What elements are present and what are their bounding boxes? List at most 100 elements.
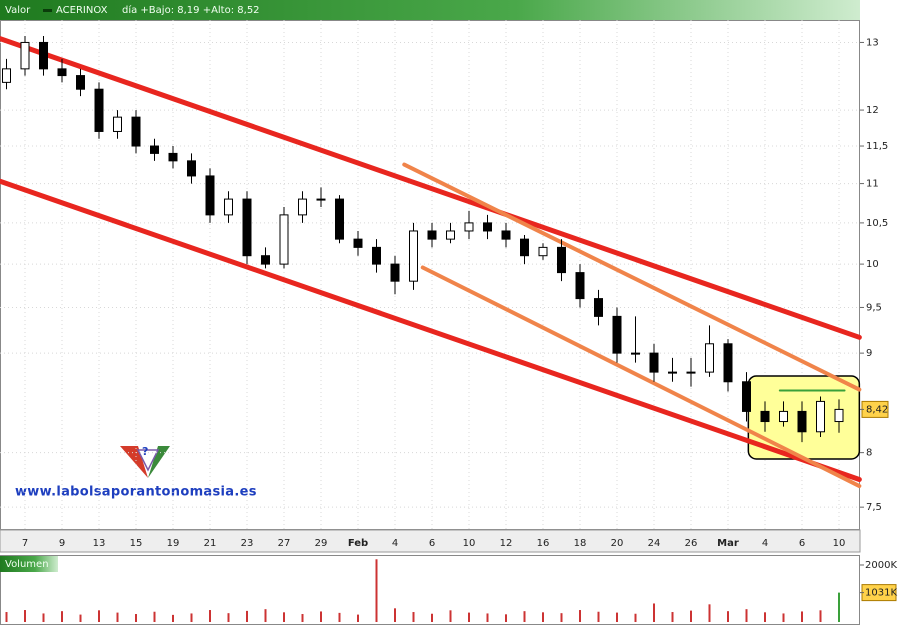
candle-body xyxy=(575,272,585,300)
svg-text:?: ? xyxy=(142,445,148,458)
x-tick-label: 23 xyxy=(241,538,254,549)
y-tick-label: 13 xyxy=(866,37,879,48)
candle-body xyxy=(242,198,252,257)
y-tick-label: 10,5 xyxy=(866,218,888,229)
header-symbol: ACERINOX xyxy=(56,5,108,16)
x-tick-label: 18 xyxy=(574,538,587,549)
candle-body xyxy=(816,400,825,433)
y-tick-label: 8,42 xyxy=(866,404,888,415)
x-tick-label: 6 xyxy=(799,538,805,549)
volume-y-tick-label: 2000K xyxy=(865,560,897,571)
candle-body xyxy=(631,352,640,355)
candle-body xyxy=(335,198,344,240)
header-bar xyxy=(0,0,860,20)
x-tick-label: 4 xyxy=(392,538,398,549)
date-axis xyxy=(0,529,861,553)
y-tick-label: 12 xyxy=(866,105,879,116)
candle-body xyxy=(520,238,529,257)
y-tick-label: 8 xyxy=(866,448,872,459)
x-tick-label: 20 xyxy=(611,538,624,549)
candle-body xyxy=(113,116,122,132)
y-tick-label: 10 xyxy=(866,259,879,270)
volume-label: Volumen xyxy=(5,559,49,570)
trendline xyxy=(0,178,862,482)
x-tick-label: 19 xyxy=(167,538,180,549)
candle-body xyxy=(39,41,48,70)
candle-body xyxy=(2,68,11,83)
candle-body xyxy=(464,222,474,232)
volume-tag xyxy=(0,556,58,572)
x-tick-label: 26 xyxy=(685,538,698,549)
x-tick-label: 21 xyxy=(204,538,217,549)
x-tick-label: 12 xyxy=(500,538,513,549)
candle-body xyxy=(76,75,85,90)
volume-frame xyxy=(0,555,860,625)
candle-body xyxy=(261,255,270,265)
candle-body xyxy=(742,381,751,412)
candle-body xyxy=(298,198,307,216)
candle-body xyxy=(390,263,400,282)
series-icon xyxy=(43,9,52,12)
x-tick-label: 24 xyxy=(648,538,661,549)
candle-body xyxy=(649,352,659,373)
x-tick-label: 13 xyxy=(93,538,106,549)
x-tick-label: 4 xyxy=(762,538,768,549)
trendline xyxy=(402,162,862,392)
candle-body xyxy=(187,160,196,177)
x-tick-label: 9 xyxy=(59,538,65,549)
y-tick-label: 7,5 xyxy=(866,502,882,513)
candle-body xyxy=(205,175,215,216)
candle-body xyxy=(94,88,104,132)
candle-body xyxy=(779,410,788,423)
candle-body xyxy=(501,230,511,240)
candle-body xyxy=(353,238,363,248)
x-tick-label: 16 xyxy=(537,538,550,549)
candle-body xyxy=(594,298,603,317)
y-tick-label: 9,5 xyxy=(866,302,882,313)
candle-body xyxy=(150,145,159,154)
candle-body xyxy=(427,230,437,240)
x-tick-label: Mar xyxy=(717,538,739,549)
candle-body xyxy=(20,41,30,70)
candle-body xyxy=(224,198,233,216)
header-field: Valor xyxy=(5,5,31,16)
candle-body xyxy=(409,230,418,282)
candle-body xyxy=(538,246,548,257)
trendline xyxy=(0,36,862,340)
trendline xyxy=(420,265,862,489)
logo: ? xyxy=(120,445,170,478)
candle-body xyxy=(668,371,677,374)
x-tick-label: 10 xyxy=(833,538,846,549)
x-tick-label: 6 xyxy=(429,538,435,549)
x-tick-label: 10 xyxy=(463,538,476,549)
x-tick-label: 29 xyxy=(315,538,328,549)
x-tick-label: 7 xyxy=(22,538,28,549)
candle-body xyxy=(760,410,770,423)
candle-body xyxy=(723,343,733,383)
candle-body xyxy=(131,116,141,147)
candle-body xyxy=(168,152,178,162)
y-tick-label: 11 xyxy=(866,179,879,190)
candle-body xyxy=(834,408,844,423)
y-tick-label: 11,5 xyxy=(866,141,888,152)
candle-body xyxy=(57,68,67,77)
candle-body xyxy=(686,371,696,374)
candle-body xyxy=(316,198,326,201)
y-tick-label: 9 xyxy=(866,348,872,359)
volume-y-tick-label: 1031K xyxy=(865,588,897,599)
x-tick-label: 15 xyxy=(130,538,143,549)
x-tick-label: Feb xyxy=(348,538,368,549)
candle-body xyxy=(279,214,289,265)
candle-body xyxy=(705,343,714,373)
candle-body xyxy=(797,410,807,433)
x-tick-label: 27 xyxy=(278,538,291,549)
candle-body xyxy=(446,230,455,240)
candle-body xyxy=(372,246,381,265)
candle-body xyxy=(483,222,492,232)
candle-body xyxy=(612,315,622,354)
plot-layer xyxy=(0,20,862,530)
candle-body xyxy=(557,246,566,274)
